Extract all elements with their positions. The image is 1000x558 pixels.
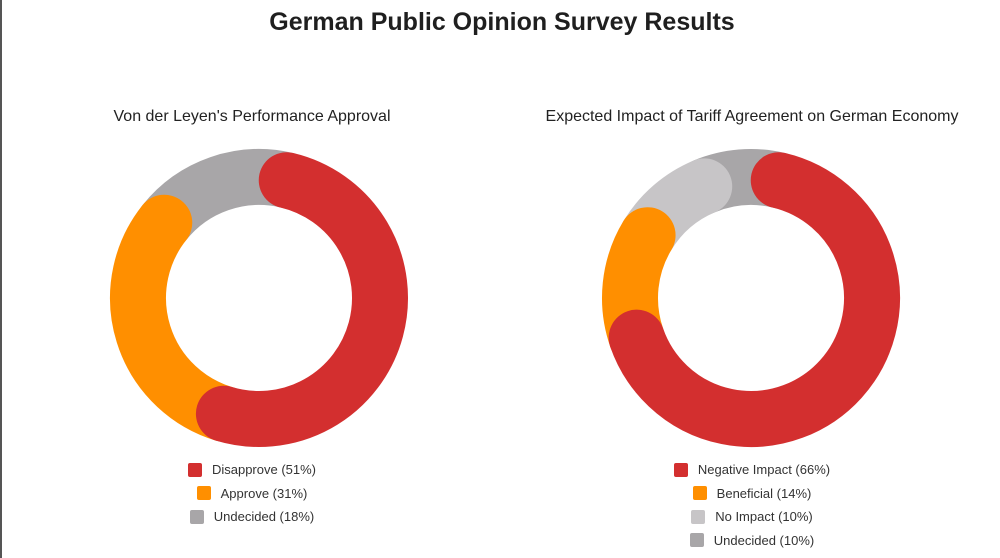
legend-item: Negative Impact (66%): [502, 458, 1000, 482]
legend-label: Disapprove (51%): [211, 462, 317, 478]
legend-item: Undecided (10%): [502, 529, 1000, 553]
legend-swatch: [187, 462, 202, 477]
legend-label: Undecided (18%): [213, 509, 315, 525]
page-title: German Public Opinion Survey Results: [269, 8, 735, 36]
legend-swatch: [196, 486, 211, 501]
legend-item: Undecided (18%): [2, 505, 502, 529]
donut-slice-approve: [110, 194, 252, 442]
chart-panel-tariff-impact: Expected Impact of Tariff Agreement on G…: [502, 0, 1000, 558]
chart-title: Von der Leyen's Performance Approval: [113, 108, 391, 125]
legend-swatch: [673, 462, 688, 477]
legend-item: Approve (31%): [2, 482, 502, 506]
legend-label: Beneficial (14%): [716, 485, 812, 501]
donut-slice-disapprove: [195, 152, 408, 447]
chart-legend: Disapprove (51%) Approve (31%) Undecided (…: [2, 458, 502, 529]
legend-item: Beneficial (14%): [502, 482, 1000, 506]
legend-label: Undecided (10%): [713, 532, 815, 548]
chart-panel-approval: Von der Leyen's Performance Approval Dis…: [2, 0, 502, 558]
legend-label: Negative Impact (66%): [697, 462, 831, 478]
legend-swatch: [189, 509, 204, 524]
legend-label: No Impact (10%): [715, 509, 813, 525]
legend-swatch: [691, 509, 706, 524]
donut-slice-negative-impact: [608, 152, 900, 447]
chart-legend: Negative Impact (66%) Beneficial (14%) No …: [502, 458, 1000, 552]
legend-item: No Impact (10%): [502, 505, 1000, 529]
chart-title: Expected Impact of Tariff Agreement on G…: [545, 108, 959, 125]
legend-swatch: [689, 533, 704, 548]
legend-label: Approve (31%): [220, 485, 308, 501]
legend-swatch: [692, 486, 707, 501]
donut-chart-tariff-impact: [602, 149, 900, 447]
donut-chart-approval: [110, 149, 408, 447]
legend-item: Disapprove (51%): [2, 458, 502, 482]
